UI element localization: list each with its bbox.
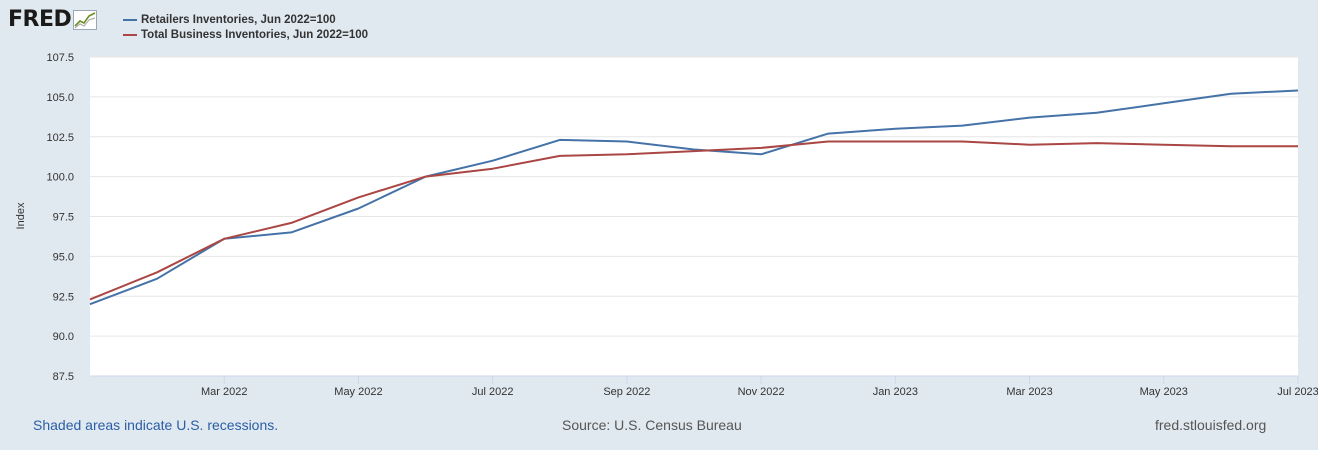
x-tick-label: May 2023 xyxy=(1140,386,1188,398)
recession-note[interactable]: Shaded areas indicate U.S. recessions. xyxy=(33,417,279,433)
legend-item-retailers[interactable]: Retailers Inventories, Jun 2022=100 xyxy=(123,12,368,27)
x-tick-label: Nov 2022 xyxy=(738,386,785,398)
y-tick-label: 100.0 xyxy=(46,172,74,184)
legend-item-total-business[interactable]: Total Business Inventories, Jun 2022=100 xyxy=(123,27,368,42)
x-tick-label: Mar 2023 xyxy=(1006,386,1052,398)
y-tick-label: 107.5 xyxy=(46,52,74,64)
x-tick-label: Jul 2022 xyxy=(472,386,514,398)
source-note: Source: U.S. Census Bureau xyxy=(562,417,742,433)
legend-label-total-business: Total Business Inventories, Jun 2022=100 xyxy=(141,28,369,41)
series-line-retailers[interactable] xyxy=(89,89,1299,306)
legend-swatch-retailers xyxy=(123,18,137,21)
legend-label-retailers: Retailers Inventories, Jun 2022=100 xyxy=(141,13,336,26)
fred-logo-text: FRED xyxy=(8,7,72,32)
y-tick-label: 95.0 xyxy=(53,251,74,263)
y-tick-label: 90.0 xyxy=(53,331,74,343)
fred-logo[interactable]: FRED xyxy=(8,7,98,32)
x-tick-label: Mar 2022 xyxy=(201,386,247,398)
y-axis-label: Index xyxy=(15,202,27,229)
y-tick-label: 92.5 xyxy=(53,291,74,303)
x-tick-label: Jan 2023 xyxy=(873,386,918,398)
x-tick-label: May 2022 xyxy=(334,386,382,398)
legend-swatch-total-business xyxy=(123,33,137,36)
y-tick-label: 97.5 xyxy=(53,212,74,224)
x-tick-label: Jul 2023 xyxy=(1277,386,1318,398)
chart-legend: Retailers Inventories, Jun 2022=100 Tota… xyxy=(123,12,368,42)
series-line-total-business[interactable] xyxy=(89,140,1298,301)
y-tick-label: 105.0 xyxy=(46,92,74,104)
x-tick-label: Sep 2022 xyxy=(603,386,650,398)
site-link[interactable]: fred.stlouisfed.org xyxy=(1155,417,1267,433)
y-tick-label: 87.5 xyxy=(53,371,74,383)
y-tick-label: 102.5 xyxy=(46,132,74,144)
plot-area xyxy=(90,57,1298,376)
chart-line-icon xyxy=(73,10,98,30)
